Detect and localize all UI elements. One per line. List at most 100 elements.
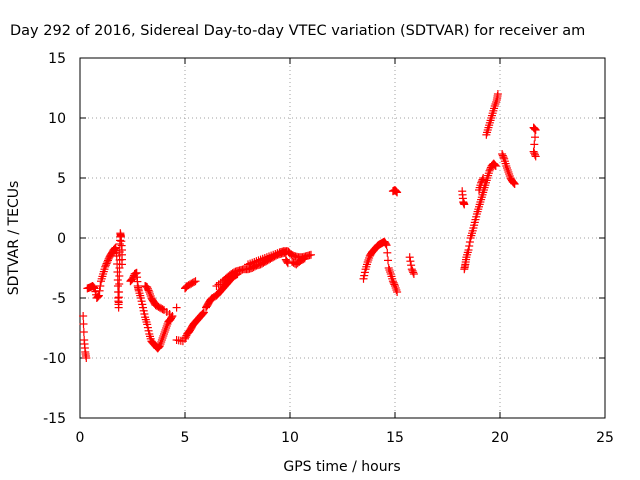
plot-frame (79, 57, 606, 419)
chart-title: Day 292 of 2016, Sidereal Day-to-day VTE… (10, 23, 585, 39)
data-point (385, 266, 394, 274)
data-point (531, 150, 539, 159)
y-tick-label: 10 (48, 111, 66, 127)
data-point (384, 264, 393, 272)
y-tick-label: -5 (52, 291, 66, 307)
data-point (161, 326, 170, 334)
grid-lines (80, 58, 605, 418)
data-point (383, 248, 392, 257)
data-point (162, 324, 171, 332)
data-point (491, 100, 500, 108)
data-point (159, 332, 168, 340)
data-point (118, 260, 126, 269)
data-point (391, 186, 400, 195)
data-point (364, 256, 373, 264)
data-point (392, 187, 401, 196)
data-point (491, 162, 500, 170)
data-point (503, 166, 512, 174)
data-point (96, 282, 105, 290)
data-point (191, 277, 200, 286)
data-point (156, 340, 165, 348)
data-point (386, 268, 395, 276)
data-point (158, 334, 167, 342)
data-point (93, 293, 102, 302)
data-point (157, 338, 166, 346)
data-point (531, 125, 539, 134)
data-point (283, 259, 292, 268)
data-point (530, 140, 539, 149)
data-point (391, 282, 399, 290)
data-point (406, 257, 415, 266)
data-point (531, 133, 539, 142)
data-point (82, 354, 91, 362)
data-point (390, 280, 399, 289)
y-tick-label: 15 (48, 51, 66, 67)
data-point (146, 290, 154, 298)
data-points (79, 90, 540, 362)
data-point (300, 254, 309, 263)
data-point (505, 170, 514, 178)
data-point (94, 292, 103, 301)
data-point (381, 240, 390, 248)
data-point (160, 328, 169, 336)
data-point (363, 258, 372, 266)
data-point (115, 280, 124, 288)
data-point (509, 178, 518, 187)
data-point (190, 278, 199, 286)
y-tick-label: -15 (43, 411, 66, 427)
data-point (510, 179, 518, 188)
data-point (393, 188, 402, 197)
data-point (530, 124, 539, 133)
data-point (510, 180, 519, 188)
data-point (141, 282, 150, 290)
data-point (491, 161, 500, 170)
data-point (283, 258, 292, 266)
x-tick-label: 10 (281, 430, 299, 446)
data-point (146, 292, 155, 300)
data-point (490, 160, 499, 169)
y-tick-label: 5 (57, 171, 66, 187)
data-point (384, 256, 392, 265)
data-point (147, 294, 156, 302)
data-point (198, 310, 207, 318)
x-tick-label: 15 (386, 430, 404, 446)
data-point (199, 308, 208, 317)
data-point (89, 282, 98, 291)
data-point (79, 312, 88, 320)
data-point (382, 241, 391, 250)
data-point (499, 153, 508, 162)
data-point (478, 175, 487, 184)
data-point (111, 244, 119, 253)
data-point (460, 200, 469, 209)
data-point (172, 303, 181, 312)
data-point (504, 168, 513, 176)
data-point (503, 164, 511, 172)
data-point (162, 322, 171, 330)
x-axis-label: GPS time / hours (283, 459, 400, 475)
data-point (465, 238, 474, 246)
axis-ticks: 0 5 10 15 20 25 -15 -10 -5 0 5 10 15 (43, 51, 614, 446)
data-point (157, 336, 166, 344)
data-point (90, 283, 98, 292)
data-point (307, 250, 315, 259)
data-point (115, 288, 124, 296)
data-point (155, 342, 164, 350)
data-point (531, 126, 540, 134)
data-point (490, 102, 499, 110)
data-point (492, 98, 501, 106)
data-point (392, 286, 401, 294)
data-point (502, 162, 511, 170)
data-point (409, 270, 418, 278)
y-tick-label: 0 (57, 231, 66, 247)
data-point (493, 90, 502, 98)
x-tick-label: 25 (596, 430, 614, 446)
data-point (199, 309, 208, 318)
data-point (115, 272, 124, 280)
data-point (299, 255, 308, 264)
y-tick-label: -10 (43, 351, 66, 367)
data-point (94, 291, 103, 300)
y-axis-label: SDTVAR / TECUs (6, 181, 22, 296)
data-point (393, 288, 402, 296)
x-tick-label: 0 (76, 430, 85, 446)
data-point (391, 284, 400, 292)
